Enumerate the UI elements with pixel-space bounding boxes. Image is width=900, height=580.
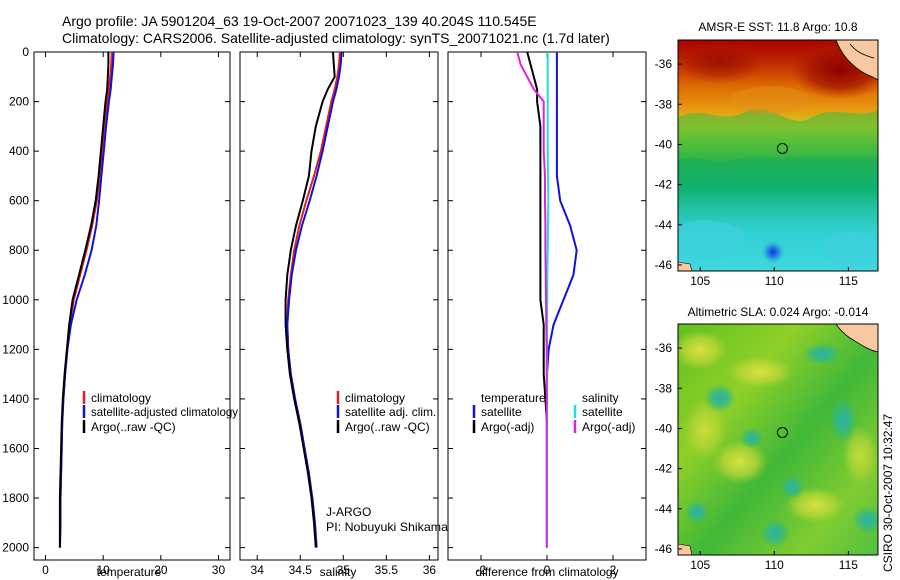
temperature-legend: climatology satellite-adjusted climatolo…: [82, 391, 238, 434]
x-tick-label: 30: [212, 563, 226, 577]
temperature-panel: 0 10 20 30 0 200 400 600 800 1000 1200 1400 1600 1800…: [2, 45, 238, 579]
y-tick-label: 1200: [2, 342, 29, 356]
legend-header-temperature: temperature: [481, 391, 546, 405]
sst-float-position-marker: [776, 143, 788, 154]
legend-header-salinity: salinity: [582, 391, 619, 405]
salinity-axes-frame: [239, 51, 439, 561]
sla-map-ticks: 105 110 115 -36 -38 -40 -42 -44 -46: [655, 341, 859, 572]
difference-xlabel: difference from climatology: [475, 565, 618, 579]
map-y-tick-label: -42: [655, 462, 673, 476]
y-tick-label: 200: [9, 95, 29, 109]
x-tick-label: 35.5: [375, 563, 399, 577]
y-tick-label: 1800: [2, 491, 29, 505]
map-y-tick-label: -44: [655, 218, 673, 232]
x-tick-label: 0: [42, 563, 49, 577]
annotation-pi: PI: Nobuyuki Shikama: [326, 520, 448, 534]
salinity-xlabel: salinity: [320, 565, 357, 579]
x-tick-label: 10: [96, 563, 110, 577]
legend-climatology: climatology: [345, 391, 405, 405]
map-y-tick-label: -38: [655, 97, 673, 111]
sla-float-position-marker: [776, 427, 788, 438]
map-x-tick-label: 105: [690, 274, 710, 288]
y-tick-label: 800: [9, 243, 29, 257]
salinity-ticks: 34 34.5 35 35.5 36: [240, 51, 438, 577]
x-tick-label: 2: [610, 563, 617, 577]
map-y-tick-label: -42: [655, 178, 673, 192]
y-tick-label: 0: [22, 45, 29, 59]
series-line: [58, 52, 110, 548]
map-x-tick-label: 115: [839, 274, 858, 288]
map-y-tick-label: -46: [655, 542, 673, 556]
temperature-xlabel: temperature: [97, 565, 162, 579]
x-tick-label: 36: [423, 563, 437, 577]
legend-sal-argo: Argo(-adj): [582, 420, 635, 434]
salinity-lines: [284, 51, 343, 548]
sst-map-title: AMSR-E SST: 11.8 Argo: 10.8: [698, 20, 858, 34]
legend-temp-argo: Argo(-adj): [481, 420, 534, 434]
sst-map-ticks: 105 110 115 -36 -38 -40 -42 -44 -46: [655, 57, 859, 288]
map-x-tick-label: 115: [839, 558, 858, 572]
map-x-tick-label: 105: [690, 558, 710, 572]
x-tick-label: 35: [337, 563, 351, 577]
y-tick-label: 400: [9, 144, 29, 158]
sla-map-title: Altimetric SLA: 0.024 Argo: -0.014: [688, 305, 869, 319]
x-tick-label: -2: [476, 563, 487, 577]
legend-argo: Argo(..raw -QC): [91, 420, 176, 434]
x-tick-label: 34: [251, 563, 265, 577]
map-y-tick-label: -46: [655, 258, 673, 272]
y-tick-label: 1600: [2, 441, 29, 455]
sla-map-field: [678, 324, 878, 555]
annotation-j-argo: J-ARGO: [326, 505, 371, 519]
legend-sal-satellite: satellite: [582, 405, 623, 419]
difference-legend: temperature salinity satellite Argo(-adj…: [472, 391, 635, 434]
x-tick-label: 0: [544, 563, 551, 577]
salinity-panel: 34 34.5 35 35.5 36 salinity climatology sate…: [239, 51, 448, 579]
series-line: [284, 51, 336, 548]
y-tick-label: 2000: [2, 541, 29, 555]
y-tick-label: 1400: [2, 392, 29, 406]
map-x-tick-label: 110: [765, 558, 784, 572]
sla-map-panel: Altimetric SLA: 0.024 Argo: -0.014 105 11…: [655, 305, 879, 572]
difference-lines: [516, 51, 578, 548]
map-y-tick-label: -40: [655, 137, 673, 151]
salinity-legend: climatology satellite adj. clim. Argo(..…: [336, 391, 436, 434]
legend-climatology: climatology: [91, 391, 151, 405]
difference-panel: -2 0 2 difference from climatology tempera…: [447, 51, 647, 579]
sla-map-frame: [677, 323, 879, 556]
sst-map-field: [678, 40, 878, 271]
series-line: [516, 51, 548, 548]
x-tick-label: 20: [154, 563, 168, 577]
x-tick-label: 34.5: [289, 563, 313, 577]
legend-satellite-adjusted: satellite-adjusted climatology: [91, 405, 238, 419]
y-tick-label: 600: [9, 194, 29, 208]
sst-map-frame: [677, 39, 879, 272]
map-y-tick-label: -36: [655, 341, 673, 355]
sst-map-panel: AMSR-E SST: 11.8 Argo: 10.8 105 110 115 -36…: [655, 20, 879, 288]
temperature-ticks: 0 10 20 30 0 200 400 600 800 1000 1200 1400 1600 1800…: [2, 45, 230, 577]
y-tick-label: 1000: [2, 293, 29, 307]
temperature-lines: [58, 51, 115, 548]
legend-argo: Argo(..raw -QC): [345, 420, 430, 434]
credit-timestamp: CSIRO 30-Oct-2007 10:32:47: [881, 414, 895, 572]
temperature-axes-frame: [33, 51, 231, 561]
map-y-tick-label: -38: [655, 381, 673, 395]
map-y-tick-label: -40: [655, 421, 673, 435]
figure-title-line2: Climatology: CARS2006. Satellite-adjuste…: [62, 30, 610, 46]
map-y-tick-label: -44: [655, 502, 673, 516]
figure-title-line1: Argo profile: JA 5901204_63 19-Oct-2007 …: [62, 13, 537, 29]
legend-satellite-adj: satellite adj. clim.: [345, 405, 436, 419]
map-y-tick-label: -36: [655, 57, 673, 71]
map-x-tick-label: 110: [765, 274, 784, 288]
legend-temp-satellite: satellite: [481, 405, 522, 419]
